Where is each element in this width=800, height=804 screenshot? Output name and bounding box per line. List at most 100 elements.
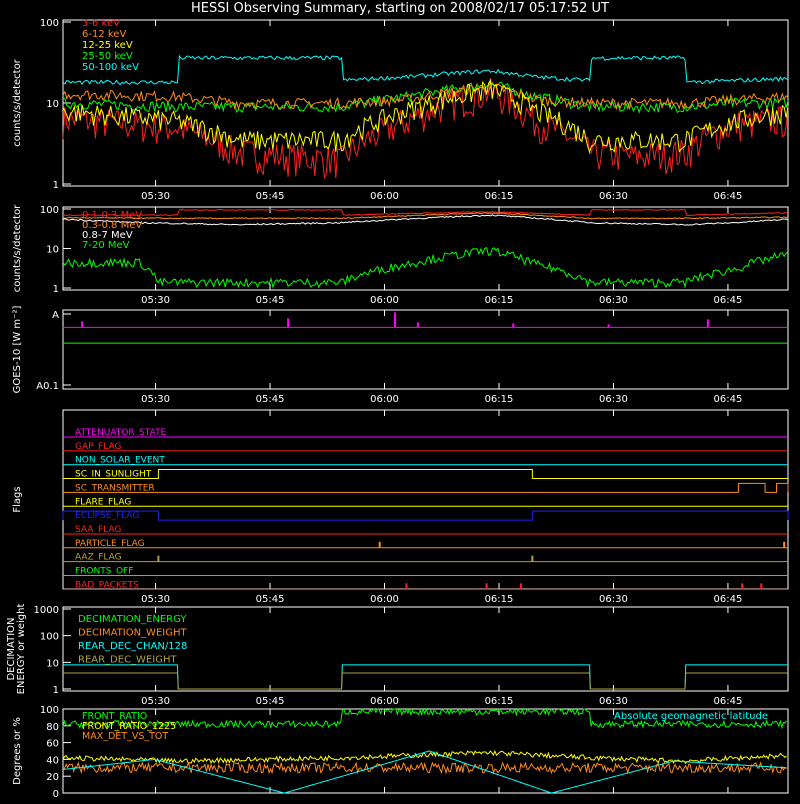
x-tick-label: 06:15 — [485, 696, 514, 707]
x-tick-label: 05:30 — [141, 191, 170, 202]
series-line — [62, 54, 789, 86]
flag-label: PARTICLE_FLAG — [75, 539, 145, 549]
flag-line — [63, 482, 789, 493]
x-tick-label: 06:00 — [370, 594, 399, 605]
y-tick-label: 1 — [53, 685, 59, 696]
legend-entry: 0.3-0.8 MeV — [82, 220, 142, 231]
x-tick-label: 06:45 — [714, 594, 743, 605]
flags-panel: 05:30 05:45 06:00 06:15 06:30 06:45 Flags ATTEN… — [12, 409, 789, 605]
flag-label: SAA_FLAG — [75, 525, 121, 535]
series-line — [62, 211, 789, 220]
y-axis-label: counts/s/detector — [12, 204, 23, 292]
legend-entry: 3-6 keV — [82, 18, 120, 29]
x-tick-label: 05:30 — [141, 696, 170, 707]
energy-panel: 05:30 05:45 06:00 06:15 06:30 06:45 counts/s/d… — [12, 18, 789, 202]
y-tick-label: 100 — [40, 205, 59, 216]
series-line — [62, 214, 789, 226]
legend-entry: REAR_DEC_CHAN/128 — [78, 641, 187, 652]
x-tick-label: 05:30 — [141, 594, 170, 605]
flag-label: ECLIPSE_FLAG — [75, 511, 139, 521]
y-tick-label: 80 — [46, 722, 59, 733]
legend-entry: DECIMATION_ENERGY — [78, 614, 187, 625]
y-tick-label: 20 — [46, 772, 59, 783]
x-tick-label: 06:00 — [370, 295, 399, 306]
x-tick-label: 06:45 — [714, 696, 743, 707]
series-line — [62, 707, 787, 730]
plot-frame — [62, 309, 789, 390]
x-tick-label: 06:45 — [714, 394, 743, 405]
x-tick-label: 06:45 — [714, 191, 743, 202]
annotation-label: Absolute geomagnetic latitude — [614, 711, 768, 722]
legend-entry: 50-100 keV — [82, 62, 139, 73]
flag-label: NON_SOLAR_EVENT — [75, 456, 165, 466]
series-line — [62, 81, 789, 111]
series-line — [62, 78, 789, 180]
series-line — [62, 78, 789, 154]
series-line — [62, 750, 787, 794]
legend-entry: 0.8-7 MeV — [82, 230, 133, 241]
flag-line — [62, 510, 789, 521]
y-axis-label: Degrees or % — [12, 717, 23, 785]
y-tick-label: 1 — [53, 180, 59, 191]
x-tick-label: 05:45 — [256, 594, 285, 605]
x-tick-label: 05:45 — [256, 696, 285, 707]
y-tick-label: 10 — [46, 658, 59, 669]
legend-entry: 0.1-0.3 MeV — [82, 210, 142, 221]
legend-entry: 25-50 keV — [82, 51, 133, 62]
flag-label: FLARE_FLAG — [75, 497, 131, 507]
ratio-panel: Degrees or % 100 80 60 40 20 0 FRONT_RATIOFRONT… — [12, 705, 789, 800]
x-tick-label: 05:30 — [141, 295, 170, 306]
goes-panel: 05:30 05:45 06:00 06:15 06:30 06:45 GOES-10 [W… — [12, 306, 789, 405]
series-line — [63, 664, 788, 690]
legend-entry: MAX_DET_VS_TOT — [82, 731, 168, 742]
decimation-panel: 05:30 05:45 06:00 06:15 06:30 06:45 DECIMATION… — [6, 604, 789, 707]
nuclear-panel: 05:30 05:45 06:00 06:15 06:30 06:45 counts/s/d… — [12, 204, 789, 306]
figure-title: HESSI Observing Summary, starting on 200… — [191, 1, 609, 16]
flag-label: SC_TRANSMITTER — [75, 483, 155, 493]
x-tick-label: 06:30 — [599, 191, 628, 202]
series-line — [63, 672, 788, 690]
y-tick-label: 100 — [40, 705, 59, 716]
x-tick-label: 06:45 — [714, 295, 743, 306]
series-line — [62, 749, 787, 765]
x-tick-label: 05:45 — [256, 394, 285, 405]
legend-entry: DECIMATION_WEIGHT — [78, 628, 187, 639]
series-line — [62, 208, 788, 217]
y-tick-label: 1 — [53, 284, 59, 295]
flag-label: BAD_PACKETS — [75, 580, 139, 590]
x-tick-label: 06:15 — [485, 594, 514, 605]
series-line — [62, 82, 789, 114]
y-tick-label: 100 — [40, 18, 59, 29]
y-tick-label: 1000 — [34, 605, 59, 616]
x-tick-label: 06:30 — [599, 295, 628, 306]
flag-label: GAP_FLAG — [75, 442, 121, 452]
y-tick-label: 10 — [46, 99, 59, 110]
plot-frame — [62, 606, 789, 692]
series-line — [62, 761, 787, 775]
y-tick-label: 60 — [46, 739, 59, 750]
x-tick-label: 06:00 — [370, 696, 399, 707]
x-tick-label: 06:15 — [485, 394, 514, 405]
legend-entry: 6-12 keV — [82, 29, 126, 40]
y-axis-label: counts/s/detector — [12, 58, 23, 146]
legend-entry: FRONT_RATIO_1225 — [82, 721, 176, 732]
x-tick-label: 06:00 — [370, 191, 399, 202]
plot-frame — [62, 708, 789, 794]
legend-entry: 7-20 MeV — [82, 240, 130, 251]
x-tick-label: 06:15 — [485, 191, 514, 202]
y-tick-label: 40 — [46, 755, 59, 766]
x-tick-label: 06:15 — [485, 295, 514, 306]
x-tick-label: 06:30 — [599, 594, 628, 605]
flag-label: ATTENUATOR_STATE — [75, 428, 167, 438]
x-tick-label: 06:00 — [370, 394, 399, 405]
y-tick-label: A — [52, 310, 59, 321]
flag-label: AAZ_FLAG — [75, 553, 122, 563]
y-tick-label: 10 — [46, 245, 59, 256]
x-tick-label: 06:30 — [599, 394, 628, 405]
flag-label: FRONTS_OFF — [75, 567, 133, 577]
x-tick-label: 05:45 — [256, 191, 285, 202]
flag-line — [63, 469, 788, 480]
y-axis-label: DECIMATIONENERGY or weight — [6, 604, 27, 695]
